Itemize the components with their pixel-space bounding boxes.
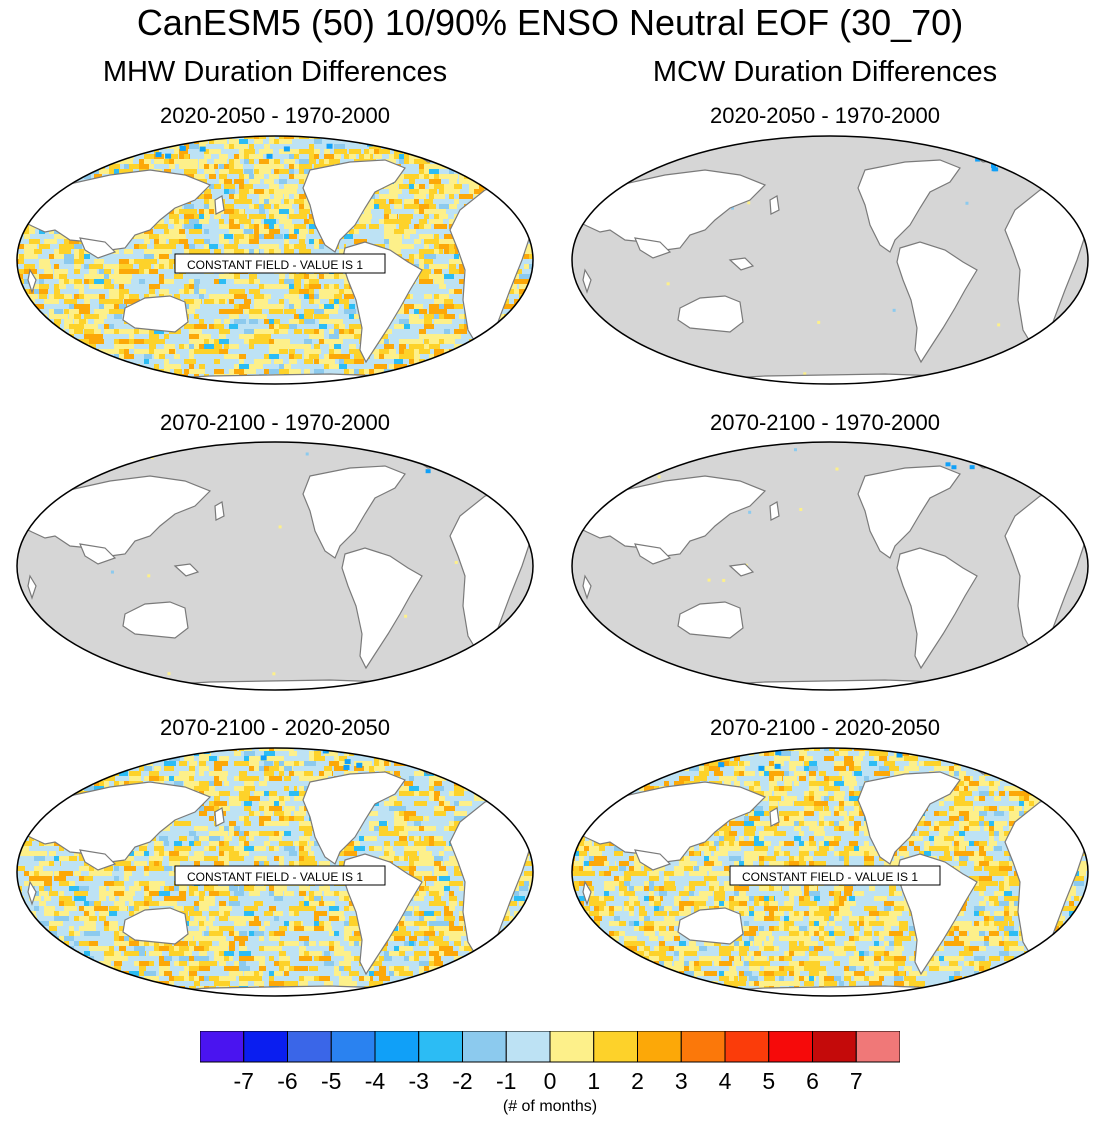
colorbar-swatch bbox=[243, 1031, 288, 1063]
colorbar-swatch bbox=[812, 1031, 857, 1063]
colorbar-swatch bbox=[724, 1031, 770, 1063]
column-title-mcw: MCW Duration Differences bbox=[652, 56, 998, 88]
panel-title-1: 2020-2050 - 1970-2000 bbox=[160, 103, 390, 128]
colorbar-tick-label: 3 bbox=[674, 1068, 688, 1094]
colorbar-swatch bbox=[593, 1031, 638, 1063]
colorbar-tick-label: -2 bbox=[452, 1068, 473, 1094]
colorbar-swatch bbox=[287, 1031, 332, 1063]
panel-title-6: 2070-2100 - 2020-2050 bbox=[710, 715, 940, 740]
colorbar-swatch bbox=[680, 1031, 726, 1063]
colorbar-tick-label: 7 bbox=[849, 1068, 863, 1094]
figure-title: CanESM5 (50) 10/90% ENSO Neutral EOF (30… bbox=[136, 2, 964, 43]
colorbar-swatch bbox=[374, 1031, 420, 1063]
colorbar-tick-label: 0 bbox=[543, 1068, 557, 1094]
colorbar-tick-label: 1 bbox=[587, 1068, 601, 1094]
colorbar-tick-label: -3 bbox=[408, 1068, 429, 1094]
colorbar-tick-label: -4 bbox=[364, 1068, 386, 1094]
colorbar-units: (# of months) bbox=[502, 1098, 598, 1115]
colorbar-swatch bbox=[855, 1031, 900, 1063]
colorbar-swatch bbox=[418, 1031, 463, 1063]
map-panel-1: CONSTANT FIELD - VALUE IS 1 bbox=[16, 135, 534, 385]
colorbar-swatch bbox=[637, 1031, 682, 1063]
colorbar-tick-label: 4 bbox=[718, 1068, 732, 1094]
constant-field-note: CONSTANT FIELD - VALUE IS 1 bbox=[187, 258, 363, 272]
panel-title-3: 2070-2100 - 1970-2000 bbox=[160, 410, 390, 435]
column-title-mhw: MHW Duration Differences bbox=[102, 56, 448, 88]
map-panel-6: CONSTANT FIELD - VALUE IS 1 bbox=[571, 747, 1089, 997]
map-panel-2 bbox=[571, 135, 1089, 385]
panel-title-5: 2070-2100 - 2020-2050 bbox=[160, 715, 390, 740]
colorbar-swatch bbox=[462, 1031, 507, 1063]
map-panel-3 bbox=[16, 441, 534, 691]
colorbar-swatch bbox=[330, 1031, 376, 1063]
colorbar-tick-label: -7 bbox=[233, 1068, 254, 1094]
colorbar-swatch bbox=[505, 1031, 551, 1063]
colorbar-labels: -7 -6 -5 -4 -3 -2 -1 0 1 2 3 4 5 6 7 bbox=[200, 1068, 900, 1098]
colorbar-tick-label: 5 bbox=[762, 1068, 776, 1094]
map-panel-5: CONSTANT FIELD - VALUE IS 1 bbox=[16, 747, 534, 997]
colorbar-tick-label: 6 bbox=[806, 1068, 819, 1094]
colorbar-tick-label: -1 bbox=[496, 1068, 517, 1094]
colorbar-swatch bbox=[549, 1031, 595, 1063]
map-panel-4 bbox=[571, 441, 1089, 691]
colorbar-tick-label: 2 bbox=[631, 1068, 644, 1094]
panel-title-4: 2070-2100 - 1970-2000 bbox=[710, 410, 940, 435]
colorbar-tick-label: -5 bbox=[321, 1068, 342, 1094]
colorbar-swatch bbox=[768, 1031, 813, 1063]
constant-field-note: CONSTANT FIELD - VALUE IS 1 bbox=[742, 870, 918, 884]
colorbar-tick-label: -6 bbox=[277, 1068, 298, 1094]
constant-field-note: CONSTANT FIELD - VALUE IS 1 bbox=[187, 870, 363, 884]
panel-title-2: 2020-2050 - 1970-2000 bbox=[710, 103, 940, 128]
colorbar-swatch bbox=[200, 1031, 245, 1063]
colorbar bbox=[200, 1031, 900, 1063]
